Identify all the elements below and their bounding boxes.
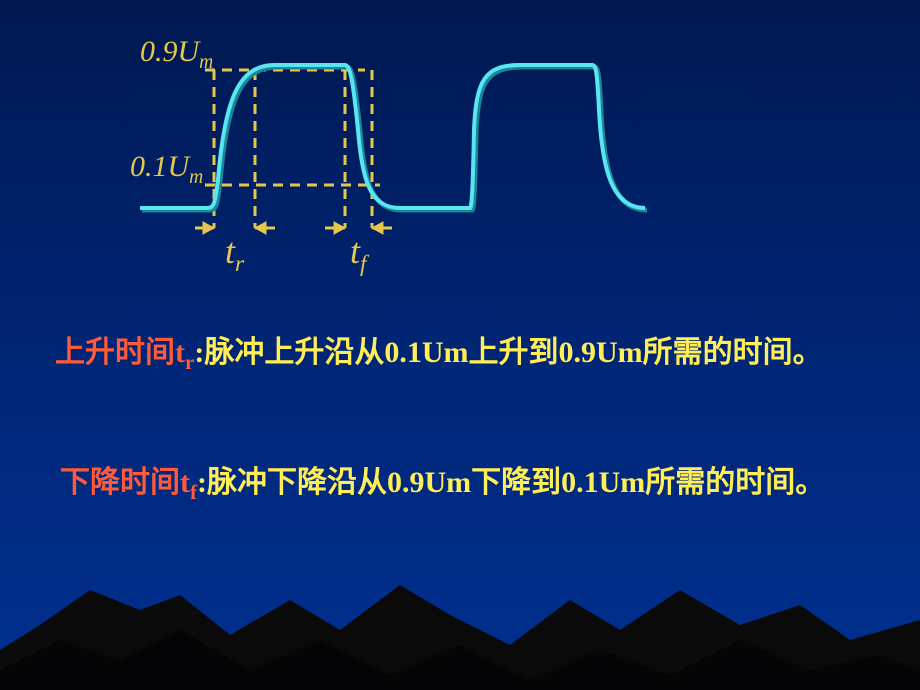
label-09-sub: m <box>199 52 213 73</box>
label-01-prefix: 0.1 <box>130 150 168 183</box>
label-09-var: U <box>178 35 200 68</box>
mountain-silhouette <box>0 540 920 690</box>
label-09um: 0.9Um <box>140 35 213 74</box>
waveform-path <box>140 65 645 208</box>
rise-time-label: 上升时间tr <box>55 336 194 369</box>
pulse-diagram: 0.9Um 0.1Um tr tf <box>100 30 680 290</box>
rise-time-text: 上升时间tr:脉冲上升沿从0.1Um上升到0.9Um所需的时间。 <box>55 330 865 379</box>
fall-time-text: 下降时间tf:脉冲下降沿从0.9Um下降到0.1Um所需的时间。 <box>60 460 865 509</box>
tf-sub: f <box>360 251 367 277</box>
fall-time-desc: :脉冲下降沿从0.9Um下降到0.1Um所需的时间。 <box>197 466 825 499</box>
tf-var: t <box>350 231 360 271</box>
tr-sub: r <box>235 251 244 277</box>
label-tr: tr <box>225 230 244 278</box>
label-tf: tf <box>350 230 367 278</box>
rise-time-desc: :脉冲上升沿从0.1Um上升到0.9Um所需的时间。 <box>194 336 822 369</box>
label-01-var: U <box>168 150 190 183</box>
label-09-prefix: 0.9 <box>140 35 178 68</box>
tr-var: t <box>225 231 235 271</box>
fall-time-label: 下降时间tf <box>60 466 197 499</box>
label-01um: 0.1Um <box>130 150 203 189</box>
label-01-sub: m <box>189 167 203 188</box>
